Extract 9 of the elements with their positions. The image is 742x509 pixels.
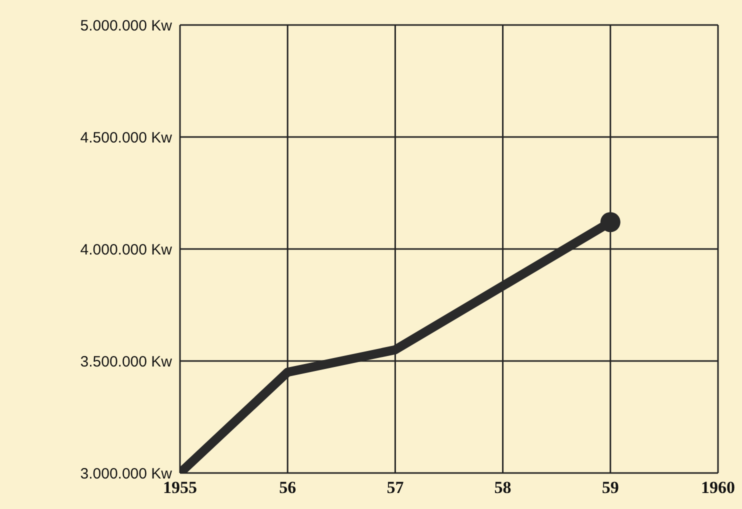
y-tick-label: 5.000.000 Kw [80, 17, 172, 34]
x-tick-label: 59 [602, 478, 619, 498]
x-tick-label: 56 [279, 478, 296, 498]
x-tick-label: 57 [386, 478, 404, 498]
y-tick-label: 4.000.000 Kw [80, 241, 172, 258]
x-tick-label: 1960 [701, 478, 735, 498]
x-tick-label: 58 [494, 478, 512, 498]
y-tick-label: 3.500.000 Kw [80, 353, 172, 370]
y-tick-label: 4.500.000 Kw [80, 129, 172, 146]
